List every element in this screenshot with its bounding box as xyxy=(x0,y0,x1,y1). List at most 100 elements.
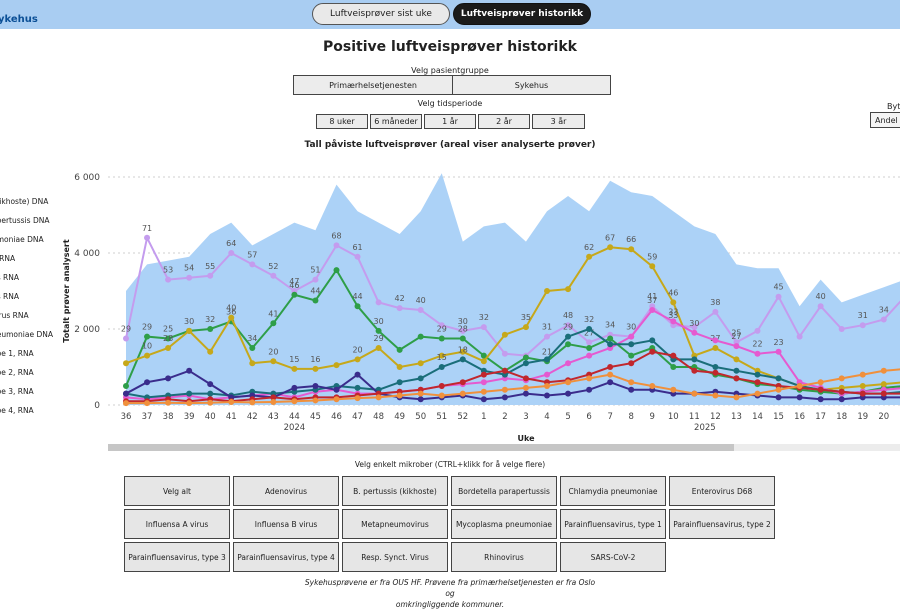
series-point xyxy=(712,369,719,376)
series-point xyxy=(438,322,445,329)
microbe-button[interactable]: Resp. Synct. Virus xyxy=(342,542,448,572)
series-point xyxy=(333,267,340,274)
legend-item[interactable]: virus RNA xyxy=(0,311,29,320)
microbe-button[interactable]: Chlamydia pneumoniae xyxy=(560,476,666,506)
series-point xyxy=(522,384,529,391)
data-label: 59 xyxy=(647,252,657,261)
series-point xyxy=(670,364,677,370)
legend-item[interactable]: ype 2, RNA xyxy=(0,368,34,377)
series-point xyxy=(480,396,487,403)
microbe-button[interactable]: Influensa B virus xyxy=(233,509,339,539)
series-point xyxy=(270,358,277,365)
microbe-button[interactable]: Mycoplasma pneumoniae xyxy=(451,509,557,539)
series-point xyxy=(123,400,129,407)
microbe-selector-label: Velg enkelt mikrober (CTRL+klikk for å v… xyxy=(354,460,546,469)
series-point xyxy=(796,394,803,401)
microbe-button[interactable]: Enterovirus D68 xyxy=(669,476,775,506)
series-point xyxy=(586,352,593,359)
data-label: 30 xyxy=(626,323,636,332)
series-point xyxy=(354,371,361,378)
series-point xyxy=(586,386,593,393)
microbe-button[interactable]: Rhinovirus xyxy=(451,542,557,572)
series-point xyxy=(565,379,572,386)
patient-group-hospital-button[interactable]: Sykehus xyxy=(452,75,611,95)
period-label: Velg tidsperiode xyxy=(417,99,483,108)
legend-item[interactable]: neumoniae DNA xyxy=(0,330,53,339)
brand-logo-text: ykehus xyxy=(0,14,38,25)
microbe-button[interactable]: Parainfluensavirus, type 2 xyxy=(669,509,775,539)
data-label: 34 xyxy=(247,334,257,343)
series-point xyxy=(123,360,129,367)
series-point xyxy=(375,299,382,306)
microbe-button[interactable]: Parainfluensavirus, type 1 xyxy=(560,509,666,539)
microbe-button[interactable]: Influensa A virus xyxy=(124,509,230,539)
series-point xyxy=(838,326,845,332)
patient-group-primary-button[interactable]: Primærhelsetjenesten xyxy=(293,75,453,95)
legend-item[interactable]: 8 RNA xyxy=(0,254,16,263)
series-point xyxy=(291,291,298,298)
microbe-button[interactable]: Velg alt xyxy=(124,476,230,506)
x-tick-label: 19 xyxy=(857,412,868,422)
data-label: 28 xyxy=(458,325,468,334)
series-point xyxy=(144,333,151,340)
data-label: 48 xyxy=(563,311,573,320)
series-point xyxy=(396,346,403,353)
series-point xyxy=(312,397,319,404)
series-point xyxy=(754,327,761,334)
microbe-button[interactable]: B. pertussis (kikhoste) xyxy=(342,476,448,506)
legend-item[interactable]: ype 3, RNA xyxy=(0,387,34,396)
series-point xyxy=(123,383,129,389)
data-label: 16 xyxy=(310,355,320,364)
legend-item[interactable]: (kikhoste) DNA xyxy=(0,197,49,206)
legend-item[interactable]: ype 4, RNA xyxy=(0,406,34,415)
legend-item[interactable]: us RNA xyxy=(0,292,19,301)
microbe-button[interactable]: SARS-CoV-2 xyxy=(560,542,666,572)
period-8-weeks-button[interactable]: 8 uker xyxy=(316,114,368,129)
legend-item[interactable]: us RNA xyxy=(0,273,19,282)
data-label: 62 xyxy=(584,243,594,252)
y-tick-label: 4 000 xyxy=(74,249,100,259)
series-point xyxy=(565,341,572,348)
series-point xyxy=(459,335,466,342)
period-3-years-button[interactable]: 3 år xyxy=(532,114,585,129)
period-1-year-button[interactable]: 1 år xyxy=(424,114,476,129)
series-point xyxy=(459,390,466,397)
series-point xyxy=(144,234,151,241)
series-point xyxy=(165,375,172,382)
period-6-months-button[interactable]: 6 måneder xyxy=(370,114,422,129)
x-tick-label: 47 xyxy=(352,412,363,422)
data-label: 34 xyxy=(879,306,889,315)
data-label: 53 xyxy=(163,266,173,275)
series-point xyxy=(270,272,277,279)
x-tick-label: 8 xyxy=(628,412,633,422)
legend-item[interactable]: umoniae DNA xyxy=(0,235,44,244)
series-point xyxy=(754,371,761,378)
series-point xyxy=(691,356,698,363)
legend-item[interactable]: apertussis DNA xyxy=(0,216,50,225)
x-tick-label: 10 xyxy=(668,412,679,422)
microbe-button[interactable]: Parainfluensavirus, type 3 xyxy=(124,542,230,572)
series-point xyxy=(249,399,256,406)
series-point xyxy=(670,352,677,359)
series-point xyxy=(733,343,740,350)
series-point xyxy=(544,371,550,378)
microbe-button[interactable]: Adenovirus xyxy=(233,476,339,506)
chart-scrollbar-thumb[interactable] xyxy=(108,444,734,451)
legend-item[interactable]: ype 1, RNA xyxy=(0,349,34,358)
series-point xyxy=(228,250,235,256)
series-point xyxy=(712,337,719,344)
series-point xyxy=(565,286,572,293)
period-2-years-button[interactable]: 2 år xyxy=(478,114,530,129)
tab-last-week[interactable]: Luftveisprøver sist uke xyxy=(312,3,450,25)
microbe-button[interactable]: Metapneumovirus xyxy=(342,509,448,539)
series-point xyxy=(775,375,782,382)
series-point xyxy=(417,307,424,313)
x-tick-label: 49 xyxy=(394,412,405,422)
tab-history[interactable]: Luftveisprøver historikk xyxy=(453,3,591,25)
share-toggle-button[interactable]: Andel xyxy=(870,112,900,128)
data-label: 30 xyxy=(184,317,194,326)
series-point xyxy=(607,244,614,251)
microbe-button[interactable]: Parainfluensavirus, type 4 xyxy=(233,542,339,572)
series-point xyxy=(607,341,614,348)
microbe-button[interactable]: Bordetella parapertussis xyxy=(451,476,557,506)
